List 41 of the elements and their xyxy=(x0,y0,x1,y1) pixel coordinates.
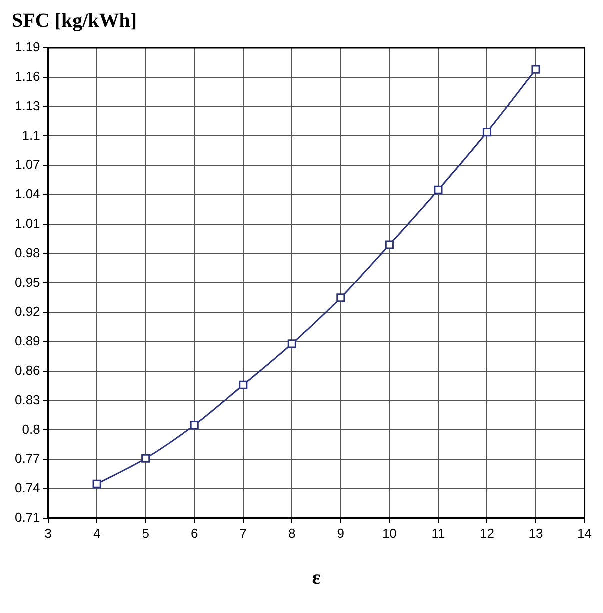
chart-title: SFC [kg/kWh] xyxy=(12,10,138,32)
x-tick-label: 7 xyxy=(240,526,247,541)
point xyxy=(288,340,296,348)
point xyxy=(434,186,443,194)
x-tick-label: 9 xyxy=(337,526,345,541)
x-tick-label: 13 xyxy=(528,526,544,541)
y-tick-label: 0.77 xyxy=(14,451,40,466)
x-axis-title: ε xyxy=(312,567,322,590)
point xyxy=(482,128,492,137)
point xyxy=(532,65,540,74)
x-tick-label: 11 xyxy=(432,526,446,541)
x-tick-label: 3 xyxy=(44,526,52,541)
point xyxy=(92,480,102,488)
y-tick-label: 0.74 xyxy=(14,480,40,496)
x-tick-label: 12 xyxy=(480,526,494,541)
y-tick-label: 1.1 xyxy=(22,128,40,143)
y-tick-label: 0.86 xyxy=(14,362,40,378)
x-tick-label: 6 xyxy=(190,526,198,541)
y-tick-label: 0.89 xyxy=(14,334,40,349)
point xyxy=(239,380,248,390)
y-tick-label: 0.83 xyxy=(14,392,40,408)
y-tick-label: 0.92 xyxy=(14,304,40,320)
y-tick-label: 1.04 xyxy=(14,186,40,202)
y-tick-label: 1.16 xyxy=(14,68,40,84)
x-tick-label: 4 xyxy=(93,526,101,541)
point xyxy=(142,454,150,463)
y-tick-label: 0.8 xyxy=(22,422,40,437)
y-tick-label: 0.71 xyxy=(14,510,40,525)
y-tick-label: 1.07 xyxy=(14,157,40,172)
y-tick-label: 1.01 xyxy=(14,216,40,231)
x-tick-label: 14 xyxy=(578,526,592,541)
y-tick-label: 1.19 xyxy=(14,40,40,55)
y-tick-label: 0.95 xyxy=(14,274,40,290)
point xyxy=(190,421,199,430)
y-tick-label: 0.98 xyxy=(14,245,40,260)
point xyxy=(336,294,346,302)
y-tick-label: 1.13 xyxy=(14,98,40,114)
x-tick-label: 8 xyxy=(288,526,296,541)
x-tick-label: 5 xyxy=(142,526,150,541)
point xyxy=(385,240,394,250)
x-tick-label: 10 xyxy=(382,526,397,541)
